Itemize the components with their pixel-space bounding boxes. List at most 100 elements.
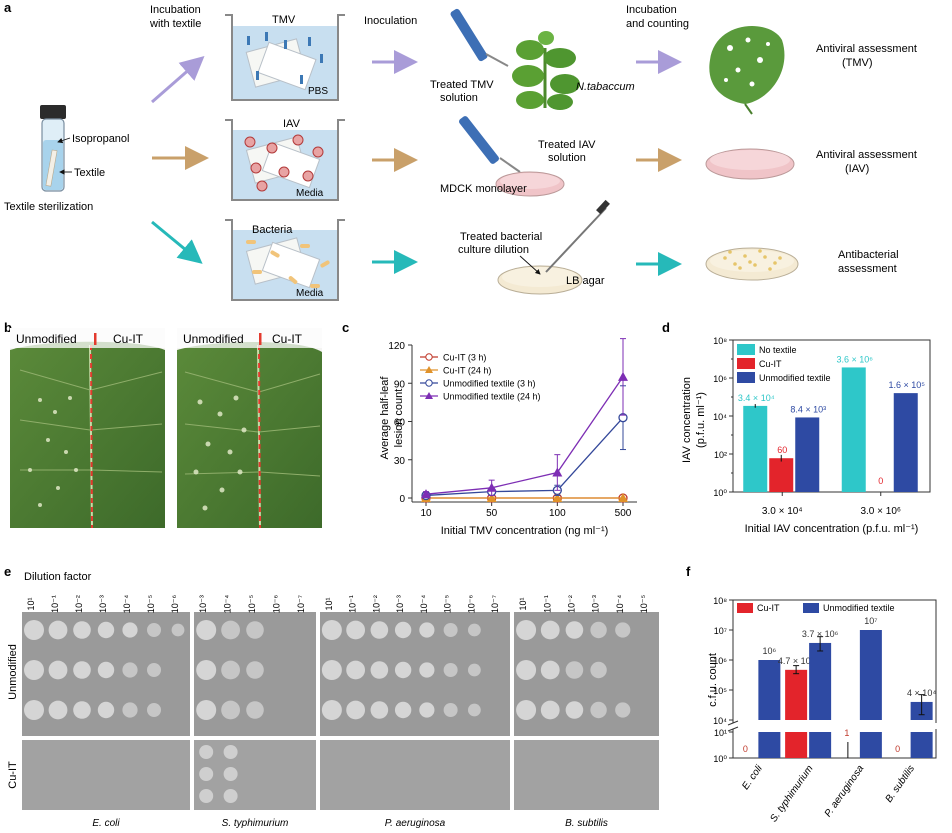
c-legend-marker [425,379,433,387]
e-colony-spot [394,661,412,679]
e-colony-spot [590,701,607,719]
e-colony-spot [147,663,161,677]
f-bar [758,660,781,720]
arrow-to-plate [519,255,541,275]
e-colony-spot [196,620,217,640]
e-colony-spot [346,660,366,680]
panel-c: c 0 30 60 90 120 10 50 100 500 Initial TMV concen… [342,320,637,537]
label-n-tabacum: N.tabaccum [576,81,635,93]
e-colony-spot [590,661,607,679]
label-incubation-1: Incubation [150,4,201,16]
e-colony-spot [346,700,366,720]
e-colony-spot [467,663,481,677]
c-x-axis-label: Initial TMV concentration (ng ml⁻¹) [441,525,609,537]
d-legend-label: Unmodified textile [759,373,831,383]
e-colony-spot [540,700,560,720]
e-row-label-cuit: Cu-IT [7,761,19,789]
label-isopropanol: Isopropanol [72,133,130,145]
d-y-axis-label-2: (p.f.u. ml⁻¹) [695,392,707,448]
e-colony-spot [199,767,214,781]
e-dilution-label: 10⁻¹ [348,595,358,613]
f-bar [809,732,832,758]
e-colony-spot [147,703,161,717]
e-dilution-label: 10⁻² [371,595,381,613]
f-frame [732,599,937,759]
e-colony-spot [346,620,366,640]
e-dilution-label: 10⁻⁴ [419,595,429,614]
e-colony-spot [246,661,264,679]
leaf-lesions [709,26,785,115]
e-colony-spot [516,660,537,680]
d-bar-label: 8.4 × 10³ [790,404,826,414]
label-treated-tmv-2: solution [440,92,478,104]
f-bar [758,732,781,758]
e-plate-cuit [22,740,190,810]
e-colony-spot [370,621,389,639]
e-dilution-label: 10⁻⁵ [247,594,257,613]
e-colony-spot [590,621,607,639]
e-colony-spot [196,700,217,720]
e-row-label-unmodified: Unmodified [7,644,19,700]
f-y-tick-label: 10⁸ [713,596,727,606]
d-x-axis-label: Initial IAV concentration (p.f.u. ml⁻¹) [745,523,919,535]
e-colony-spot [419,662,435,678]
d-legend-swatch [737,372,755,383]
e-dilution-label: 10⁻³ [591,595,601,613]
f-legend-swatch [803,603,819,613]
d-bar-label: 60 [777,445,787,455]
f-x-tick-label: B. subtilis [884,763,918,804]
label-iav: IAV [283,118,301,130]
c-legend-marker [425,392,433,399]
label-incubation-2: with textile [149,18,201,30]
e-colony-spot [443,703,458,717]
f-bar-label: 3.7 × 10⁶ [802,629,839,639]
d-bar [743,405,768,492]
label-out-bact-2: assessment [838,263,897,275]
c-y-tick-label: 60 [394,418,406,429]
e-colony-spot [246,621,264,639]
label-out-bact-1: Antibacterial [838,249,899,261]
label-dilution-factor: Dilution factor [24,571,92,583]
d-bar [795,417,820,492]
f-bar [809,642,832,720]
e-colony-spot [516,620,537,640]
lb-agar-plate [497,199,610,295]
label-out-tmv-2: (TMV) [842,57,873,69]
e-colony-spot [97,621,115,639]
label-out-tmv-1: Antiviral assessment [816,43,917,55]
f-y-tick-label: 10⁷ [714,626,727,636]
e-colony-spot [48,700,68,720]
panel-a: a Isopropanol Textile Textile sterilizat… [4,0,917,301]
d-bar-label: 1.6 × 10⁵ [888,380,925,390]
e-colony-spot [73,701,91,719]
c-legend-label: Unmodified textile (3 h) [443,379,536,389]
e-organism-label: B. subtilis [565,818,608,829]
d-bar-label: 3.4 × 10⁴ [738,393,775,403]
e-colony-spot [24,660,44,680]
c-point [618,371,628,381]
f-break-mark [727,726,739,732]
e-colony-spot [540,620,560,640]
e-colony-spot [73,621,91,639]
e-colony-spot [419,702,435,718]
e-dilution-label: 10⁻⁵ [639,594,649,613]
e-organism-label: S. typhimurium [222,818,289,829]
e-colony-spot [221,620,241,640]
d-legend-swatch [737,344,755,355]
label-mdck: MDCK monolayer [440,183,527,195]
e-colony-spot [122,662,138,678]
d-y-tick-label: 10⁰ [713,488,727,498]
e-colony-spot [196,660,217,680]
e-dilution-label: 10⁻⁷ [296,595,306,613]
panel-label-f: f [686,564,691,579]
e-dilution-label: 10⁻⁴ [223,595,233,614]
e-colony-spot [370,701,389,719]
panel-label-c: c [342,320,349,335]
e-colony-spot [147,623,161,637]
c-y-tick-label: 90 [394,379,406,390]
c-y-axis-label-1: Average half-leaf [379,376,391,460]
label-incubation-counting-2: and counting [626,18,689,30]
e-dilution-label: 10⁻² [566,595,576,613]
f-bar-label: 4.7 × 10⁵ [778,656,815,666]
label-lb-agar: LB agar [566,275,605,287]
